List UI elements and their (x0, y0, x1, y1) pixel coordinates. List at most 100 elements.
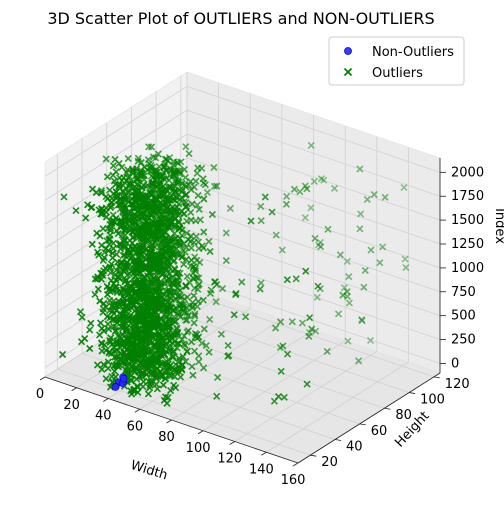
outlier-point (154, 225, 162, 233)
outlier-point (162, 313, 170, 321)
outlier-point (200, 195, 208, 203)
outlier-point (105, 264, 113, 273)
outlier-point (104, 358, 112, 366)
outlier-point (173, 194, 181, 202)
outlier-point (121, 265, 130, 273)
outlier-point (161, 374, 169, 382)
outlier-point (121, 223, 129, 231)
outlier-point (278, 246, 286, 254)
y-tick-mark (359, 423, 366, 426)
outlier-point (178, 188, 186, 196)
outlier-point (142, 226, 150, 234)
z-tick-label: 2000 (451, 165, 484, 180)
y-tick-label: 20 (321, 455, 338, 470)
outlier-point (139, 274, 147, 282)
outlier-point (181, 174, 189, 182)
outlier-point (330, 184, 339, 192)
outlier-point (213, 281, 221, 289)
outlier-point (340, 284, 348, 292)
outlier-point (117, 288, 125, 296)
outlier-point (188, 363, 196, 371)
outlier-point (163, 272, 171, 280)
outlier-point (96, 331, 104, 339)
outlier-point (172, 176, 180, 185)
outlier-point (98, 365, 106, 373)
outlier-point (120, 321, 128, 329)
outlier-point (60, 193, 68, 201)
outlier-point (190, 292, 198, 300)
outlier-point (137, 311, 145, 319)
outlier-point (226, 204, 234, 212)
outlier-point (175, 224, 184, 232)
outlier-point (160, 175, 168, 183)
outlier-point (134, 202, 143, 210)
outlier-point (157, 189, 165, 197)
outlier-point (238, 278, 246, 286)
outlier-point (87, 204, 95, 212)
outlier-point (157, 332, 165, 340)
outlier-point (133, 375, 141, 383)
outlier-point (164, 255, 172, 263)
legend-label-non-outliers: Non-Outliers (372, 45, 454, 60)
outlier-point (195, 274, 203, 282)
grid-x-floor (108, 308, 251, 399)
x-axis-label: Width (129, 458, 170, 483)
outlier-point (109, 249, 117, 257)
outlier-point (178, 179, 186, 188)
outlier-point (174, 159, 182, 167)
z-tick-label: 500 (451, 309, 476, 324)
outlier-point (135, 186, 143, 195)
axes: 0204060801001201401602040608010012002505… (36, 158, 484, 488)
outlier-point (173, 329, 182, 338)
outlier-point (59, 350, 67, 359)
outlier-point (114, 230, 122, 238)
outlier-point (112, 276, 120, 284)
outlier-point (133, 267, 141, 275)
outlier-point (222, 229, 230, 237)
outlier-point (107, 334, 115, 342)
outlier-point (344, 337, 352, 345)
outlier-point (119, 251, 127, 259)
outlier-point (183, 272, 191, 280)
outlier-point (173, 324, 181, 332)
x-tick-label: 0 (36, 387, 44, 402)
outlier-point (189, 299, 197, 307)
outlier-point (247, 217, 255, 225)
outlier-point (184, 236, 192, 244)
outlier-point (193, 274, 201, 282)
outlier-point (312, 327, 320, 335)
outlier-point (213, 182, 221, 190)
outlier-point (142, 327, 150, 335)
x-tick-label: 80 (158, 430, 175, 445)
outlier-point (187, 244, 195, 252)
outlier-point (195, 358, 203, 366)
legend-marker-non-outliers (344, 47, 352, 55)
outlier-point (213, 392, 221, 400)
x-tick-mark (103, 398, 109, 402)
outlier-point (172, 188, 180, 197)
outlier-point (218, 285, 227, 293)
outlier-point (175, 200, 183, 208)
outlier-point (191, 264, 199, 273)
outlier-point (149, 254, 157, 262)
outlier-point (370, 190, 378, 199)
outlier-point (122, 276, 130, 284)
y-tick-label: 120 (445, 377, 470, 392)
outlier-point (163, 257, 172, 265)
outlier-point (116, 268, 124, 276)
outlier-point (210, 182, 219, 190)
outlier-point (277, 367, 285, 375)
outlier-point (112, 266, 120, 274)
outlier-point (128, 239, 136, 247)
outlier-point (126, 179, 134, 187)
outlier-point (288, 318, 296, 326)
outlier-point (157, 316, 165, 324)
outlier-point (170, 381, 178, 389)
z-tick-label: 1250 (451, 237, 484, 252)
outlier-point (401, 255, 409, 263)
outlier-point (110, 361, 118, 370)
outlier-point (150, 369, 158, 377)
outlier-point (100, 360, 108, 369)
outlier-point (165, 337, 173, 345)
outlier-point (102, 303, 110, 311)
